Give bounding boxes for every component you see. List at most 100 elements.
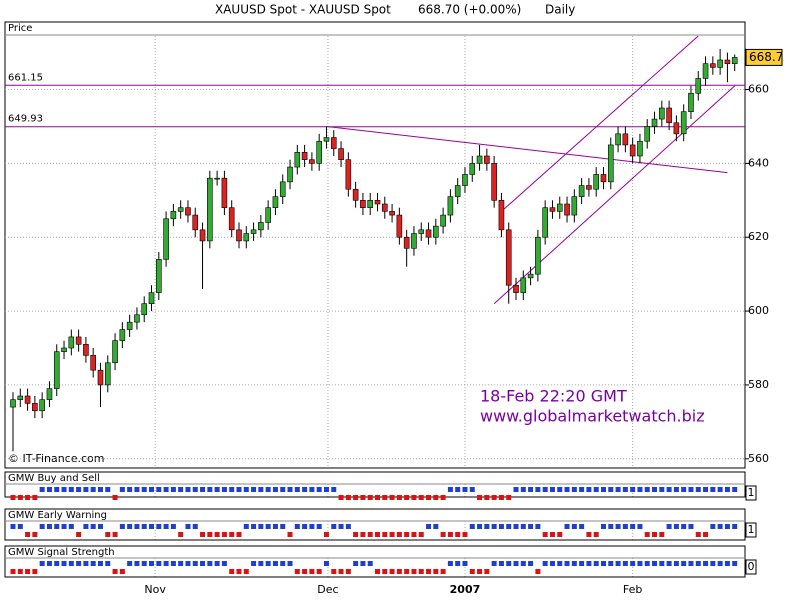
candle-body [367, 200, 374, 208]
signal-square [666, 524, 672, 529]
candle-body [520, 277, 527, 293]
signal-square [673, 524, 679, 529]
last-value-box [745, 48, 783, 66]
signal-square [243, 524, 249, 529]
signal-square [520, 561, 526, 566]
signal-square [287, 532, 293, 537]
candle-body [527, 273, 534, 279]
signal-square [170, 487, 176, 492]
signal-square [141, 524, 147, 529]
signal-square [178, 532, 184, 537]
signal-square [236, 532, 242, 537]
signal-square [418, 569, 424, 574]
candle-body [287, 166, 293, 183]
signal-square [178, 487, 184, 492]
candle-body [498, 200, 505, 231]
candle-body [651, 118, 658, 127]
candle-body [221, 177, 228, 208]
candle-body [717, 59, 723, 68]
signal-square [119, 569, 125, 574]
candle-body [141, 303, 148, 316]
signal-square [97, 487, 103, 492]
candle-body [345, 159, 352, 190]
signal-square [309, 487, 315, 492]
signal-square [513, 561, 519, 566]
candle-body [600, 174, 607, 183]
signal-square [17, 495, 23, 500]
signal-square [673, 487, 679, 492]
signal-square [659, 487, 665, 492]
candle-body [556, 203, 563, 212]
signal-square [681, 487, 687, 492]
candle-body [433, 225, 439, 238]
signal-square [622, 561, 628, 566]
signal-square [717, 524, 723, 529]
signal-square [46, 524, 52, 529]
signal-square [535, 524, 541, 529]
candle-body [90, 355, 96, 371]
candle-body [134, 314, 140, 323]
signal-square [600, 561, 606, 566]
signal-square [571, 561, 577, 566]
signal-square [10, 524, 16, 529]
indicator-value-box [745, 559, 757, 575]
signal-square [243, 487, 249, 492]
candle-body [170, 211, 177, 220]
signal-square [615, 524, 621, 529]
signal-square [229, 487, 235, 492]
y-tick-label: 660 [748, 83, 769, 96]
signal-square [673, 561, 679, 566]
signal-square [221, 561, 227, 566]
signal-square [76, 561, 82, 566]
signal-square [404, 569, 410, 574]
signal-square [236, 569, 242, 574]
candle-body [629, 144, 636, 157]
signal-square [192, 487, 198, 492]
trendline [493, 85, 736, 305]
signal-square [608, 524, 614, 529]
signal-square [149, 487, 155, 492]
signal-square [265, 524, 271, 529]
signal-square [404, 495, 410, 500]
indicator-value: 1 [748, 486, 755, 499]
signal-square [549, 532, 555, 537]
signal-square [593, 561, 599, 566]
signal-square [149, 524, 155, 529]
signal-square [302, 524, 308, 529]
signal-square [185, 561, 191, 566]
signal-square [134, 561, 140, 566]
signal-square [258, 487, 264, 492]
candle-body [659, 107, 665, 120]
candle-body [680, 111, 687, 135]
signal-square [462, 487, 468, 492]
signal-square [192, 524, 198, 529]
signal-square [600, 487, 606, 492]
signal-square [46, 561, 52, 566]
signal-square [287, 561, 293, 566]
signal-square [375, 569, 380, 574]
signal-square [68, 487, 74, 492]
signal-square [644, 487, 650, 492]
signal-square [528, 487, 534, 492]
signal-square [469, 569, 475, 574]
candle-body [607, 144, 614, 183]
signal-square [214, 487, 220, 492]
candle-body [418, 229, 425, 234]
signal-square [579, 524, 585, 529]
signal-square [659, 561, 665, 566]
signal-square [39, 487, 45, 492]
signal-square [316, 524, 322, 529]
last-quote: 668.70 (+0.00%) [418, 3, 521, 17]
candle-body [381, 203, 388, 212]
period: Daily [545, 3, 575, 17]
candle-body [10, 399, 16, 408]
signal-square [10, 569, 16, 574]
signal-square [163, 487, 169, 492]
signal-square [513, 487, 519, 492]
signal-square [542, 561, 548, 566]
candle-body [126, 321, 133, 330]
signal-square [76, 487, 82, 492]
signal-square [535, 487, 541, 492]
signal-square [331, 524, 337, 529]
signal-square [323, 561, 329, 566]
